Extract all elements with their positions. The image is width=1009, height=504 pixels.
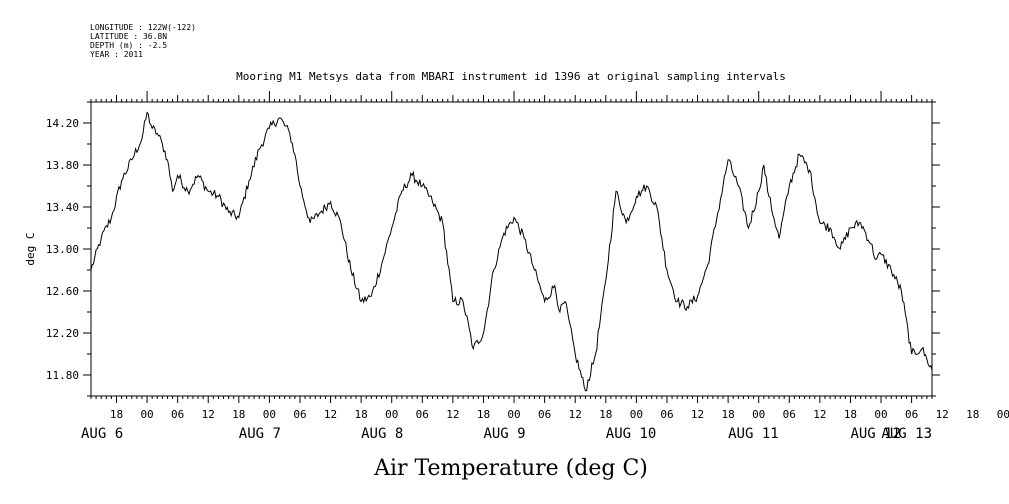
x-tick-label: 12 [446, 408, 459, 421]
chart-title: Mooring M1 Metsys data from MBARI instru… [236, 70, 786, 83]
day-label: AUG 6 [81, 426, 123, 442]
x-tick-label: 00 [140, 408, 153, 421]
x-tick-label: 18 [110, 408, 123, 421]
y-tick-labels: 11.80 12.20 12.60 13.00 13.40 13.80 14.20 [46, 117, 79, 382]
day-labels: AUG 6 AUG 7 AUG 8 AUG 9 AUG 10 AUG 11 AUG 12AU… [81, 426, 932, 442]
x-tick-label: 18 [966, 408, 979, 421]
x-tick-label: 18 [232, 408, 245, 421]
day-label: AUG 9 [483, 426, 525, 442]
x-axis-label: Air Temperature (deg C) [373, 456, 648, 481]
day-label: AUG 11 [728, 426, 779, 442]
x-tick-labels: 18 00 06 12 18 00 06 12 18 00 06 12 18 00 06 12 18 00 06 12… [110, 408, 1009, 421]
x-tick-label: 18 [721, 408, 734, 421]
day-label: AUG 8 [361, 426, 403, 442]
x-tick-label: 18 [844, 408, 857, 421]
latitude-label: LATITUDE : 36.8N [90, 32, 167, 41]
day-label: AUG 7 [239, 426, 281, 442]
x-tick-label: 06 [293, 408, 306, 421]
y-tick-label: 11.80 [46, 369, 79, 382]
plot-frame [90, 101, 933, 397]
x-tick-label: 12 [324, 408, 337, 421]
x-tick-label: 00 [997, 408, 1009, 421]
day-label: AUG 13 [881, 426, 932, 442]
x-tick-label: 06 [905, 408, 918, 421]
y-axis-label: deg C [24, 232, 37, 265]
header-info: LONGITUDE : 122W(-122) LATITUDE : 36.8N … [90, 23, 196, 59]
y-tick-label: 13.40 [46, 201, 79, 214]
x-tick-label: 06 [416, 408, 429, 421]
longitude-label: LONGITUDE : 122W(-122) [90, 23, 196, 32]
x-tick-label: 00 [630, 408, 643, 421]
tick-marks [83, 91, 940, 403]
day-label: AUG 10 [606, 426, 657, 442]
x-tick-label: 00 [874, 408, 887, 421]
x-tick-label: 18 [477, 408, 490, 421]
x-tick-label: 12 [691, 408, 704, 421]
x-tick-label: 12 [569, 408, 582, 421]
day-label: AUG 12 [850, 426, 901, 442]
x-tick-label: 00 [385, 408, 398, 421]
x-tick-label: 12 [936, 408, 949, 421]
y-tick-label: 13.00 [46, 243, 79, 256]
x-tick-label: 12 [813, 408, 826, 421]
x-tick-label: 00 [263, 408, 276, 421]
y-tick-label: 14.20 [46, 117, 79, 130]
y-tick-label: 13.80 [46, 159, 79, 172]
x-tick-label: 06 [660, 408, 673, 421]
x-tick-label: 00 [752, 408, 765, 421]
y-tick-label: 12.60 [46, 285, 79, 298]
x-tick-label: 00 [507, 408, 520, 421]
x-tick-label: 18 [355, 408, 368, 421]
y-tick-label: 12.20 [46, 327, 79, 340]
x-tick-label: 12 [202, 408, 215, 421]
year-label: YEAR : 2011 [90, 50, 143, 59]
depth-label: DEPTH (m) : -2.5 [90, 41, 167, 50]
series-line [90, 111, 933, 392]
x-tick-label: 18 [599, 408, 612, 421]
x-tick-label: 06 [171, 408, 184, 421]
x-tick-label: 06 [783, 408, 796, 421]
x-tick-label: 06 [538, 408, 551, 421]
